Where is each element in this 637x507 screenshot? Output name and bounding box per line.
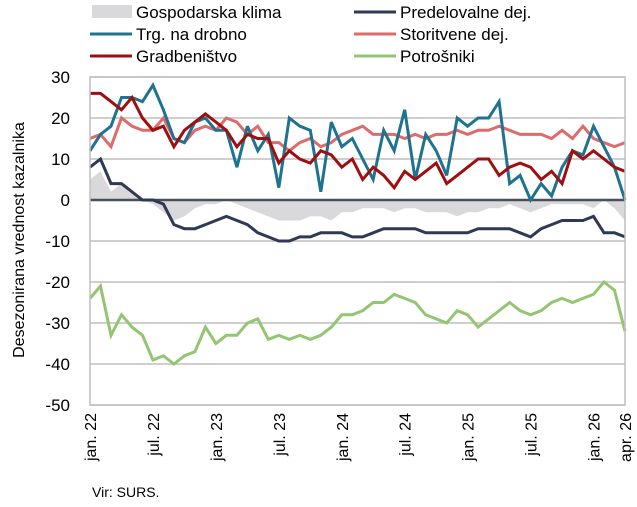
x-tick-label: jul. 23: [272, 413, 289, 457]
x-tick-label: jan. 26: [587, 413, 604, 462]
x-tick-label: jan. 25: [461, 413, 478, 462]
x-tick-labels: jan. 22 jul. 22 jan. 23 jul. 23 jan. 24 jul. …: [83, 413, 635, 462]
legend-item: Gradbeništvo: [90, 47, 237, 66]
legend-item: Gospodarska klima: [92, 3, 282, 22]
y-tick-label: -50: [45, 396, 70, 415]
y-tick-label: -10: [45, 232, 70, 251]
x-tick-label: jul. 25: [524, 413, 541, 457]
line-potrošniki: [88, 279, 627, 366]
y-tick-label: 0: [61, 191, 70, 210]
legend-label: Predelovalne dej.: [400, 3, 531, 22]
y-tick-label: -40: [45, 355, 70, 374]
y-tick-labels: 30 20 10 0 -10 -20 -30 -40 -50: [45, 68, 70, 415]
legend-label: Gradbeništvo: [136, 47, 237, 66]
plot-frame: [89, 76, 626, 406]
line-series: [88, 81, 627, 366]
legend-label: Trg. na drobno: [136, 25, 247, 44]
plot-border: [89, 76, 626, 406]
legend-item: Trg. na drobno: [90, 25, 247, 44]
area-series: [90, 171, 625, 221]
line-predelovalne-dej: [89, 156, 626, 243]
legend-item: Storitvene dej.: [354, 25, 509, 44]
area-gospodarska-klima: [90, 171, 625, 221]
x-tick-label: jan. 22: [83, 413, 100, 462]
x-tick-label: jul. 22: [146, 413, 163, 457]
legend-item: Predelovalne dej.: [354, 3, 531, 22]
line-gradbeništvo: [90, 91, 626, 191]
x-tick-label: jan. 23: [209, 413, 226, 462]
x-tick-label: jul. 24: [398, 413, 415, 457]
y-axis-title-group: Desezonirana vrednost kazalnika: [11, 122, 28, 358]
y-tick-label: -20: [45, 273, 70, 292]
source-note: Vir: SURS.: [92, 484, 160, 500]
legend-swatch: [92, 5, 132, 18]
legend-label: Storitvene dej.: [400, 25, 509, 44]
legend-item: Potrošniki: [354, 47, 475, 66]
y-axis-title: Desezonirana vrednost kazalnika: [11, 122, 28, 358]
y-tick-label: 20: [51, 109, 70, 128]
legend-label: Potrošniki: [400, 47, 475, 66]
legend-label: Gospodarska klima: [136, 3, 282, 22]
x-tick-label: apr. 26: [618, 413, 635, 462]
legend: Gospodarska klima Predelovalne dej. Trg. n…: [90, 3, 531, 66]
x-tick-label: jan. 24: [335, 413, 352, 462]
y-tick-label: -30: [45, 314, 70, 333]
y-tick-label: 30: [51, 68, 70, 87]
y-tick-label: 10: [51, 150, 70, 169]
